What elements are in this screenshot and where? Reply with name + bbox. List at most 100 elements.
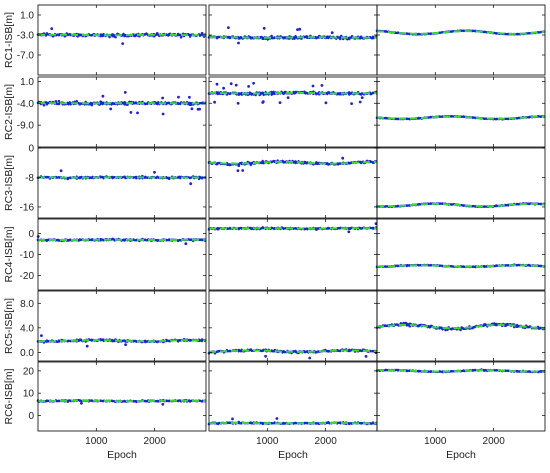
- observed-point: [282, 161, 285, 164]
- observed-point: [123, 34, 126, 38]
- outlier-point: [275, 417, 279, 420]
- observed-point: [249, 36, 253, 40]
- observed-point: [371, 161, 375, 164]
- observed-point: [54, 100, 58, 103]
- panel-r2-c3: [375, 76, 546, 148]
- observed-point: [57, 99, 61, 103]
- x-axis-label: Epoch: [446, 449, 476, 461]
- observed-point: [216, 422, 220, 426]
- observed-point: [483, 265, 486, 269]
- observed-point: [156, 32, 159, 35]
- observed-point: [527, 31, 531, 35]
- observed-point: [417, 32, 421, 36]
- observed-point: [527, 325, 531, 329]
- panel-r2-c1: 1.0 -4.0 -9.0: [17, 76, 207, 148]
- panel-r3-c3: [375, 147, 546, 219]
- observed-point: [144, 32, 147, 36]
- x-tick-label: 2000: [144, 436, 167, 447]
- observed-point: [347, 37, 351, 41]
- outlier-point: [184, 242, 188, 246]
- observed-point: [417, 264, 421, 267]
- observed-point: [515, 117, 519, 120]
- observed-point: [167, 339, 171, 343]
- observed-point: [396, 31, 400, 34]
- outlier-point: [85, 344, 89, 348]
- observed-point: [338, 37, 342, 41]
- observed-point: [216, 35, 220, 39]
- fitted-series: [376, 30, 546, 35]
- observed-point: [327, 91, 330, 94]
- observed-point: [188, 238, 192, 241]
- outlier-point: [229, 82, 233, 86]
- panel-r5-c1: 8.0 4.0 0.0: [20, 290, 207, 362]
- outlier-point: [296, 28, 299, 31]
- y-tick-label: 0.0: [20, 348, 34, 359]
- observed-point: [438, 31, 441, 35]
- observed-point: [114, 35, 117, 39]
- outlier-point: [241, 169, 245, 172]
- observed-point: [176, 239, 180, 243]
- observed-point: [45, 339, 49, 343]
- y-tick-label: -7.0: [17, 51, 35, 62]
- observed-point: [347, 422, 351, 426]
- x-axis-label: Epoch: [278, 449, 308, 461]
- outlier-point: [40, 334, 43, 337]
- panel-r4-c2: [207, 218, 378, 291]
- observed-point: [371, 349, 375, 353]
- observed-point: [396, 264, 400, 268]
- observed-point: [75, 100, 79, 103]
- observed-point: [228, 421, 232, 425]
- axes-box: [208, 147, 378, 219]
- observed-point: [294, 160, 297, 163]
- observed-point: [111, 101, 114, 105]
- observed-point: [347, 91, 351, 94]
- observed-point: [417, 369, 421, 373]
- observed-point: [57, 399, 61, 403]
- outlier-point: [311, 84, 315, 88]
- x-tick-label: 1000: [424, 436, 447, 447]
- outlier-point: [358, 100, 362, 104]
- outlier-point: [227, 26, 230, 29]
- fitted-series: [208, 160, 377, 165]
- observed-point: [228, 36, 232, 40]
- observed-point: [384, 265, 388, 268]
- observed-point: [237, 37, 241, 40]
- observed-point: [216, 161, 220, 165]
- observed-point: [417, 203, 421, 206]
- observed-point: [527, 370, 531, 373]
- observed-point: [359, 349, 363, 353]
- observed-point: [444, 328, 447, 332]
- observed-point: [66, 177, 70, 181]
- x-tick-label: 1000: [85, 436, 108, 447]
- outlier-point: [231, 417, 234, 421]
- observed-point: [327, 163, 330, 166]
- observed-point: [438, 115, 441, 118]
- observed-point: [282, 92, 285, 95]
- observed-point: [315, 422, 318, 425]
- observed-point: [294, 35, 297, 38]
- observed-point: [42, 103, 46, 107]
- outlier-point: [213, 100, 217, 104]
- outlier-point: [123, 91, 127, 94]
- observed-point: [90, 176, 93, 180]
- axes-box: [37, 147, 207, 219]
- observed-point: [483, 205, 486, 208]
- outlier-point: [109, 107, 113, 111]
- observed-point: [57, 33, 61, 37]
- outlier-point: [234, 83, 238, 87]
- observed-point: [167, 238, 171, 241]
- fitted-series: [376, 323, 546, 330]
- observed-point: [405, 369, 409, 373]
- x-tick-label: 1000: [256, 436, 279, 447]
- observed-point: [111, 339, 114, 343]
- observed-point: [539, 115, 543, 118]
- observed-point: [261, 349, 265, 353]
- observed-point: [327, 226, 330, 230]
- observed-point: [347, 161, 351, 165]
- observed-point: [90, 399, 93, 402]
- observed-point: [495, 117, 498, 121]
- x-tick-label: 2000: [483, 436, 506, 447]
- outlier-point: [261, 100, 265, 103]
- observed-point: [282, 227, 285, 230]
- panel-r6-c1: 20 10 0 1000 2000 Epoch: [23, 361, 207, 461]
